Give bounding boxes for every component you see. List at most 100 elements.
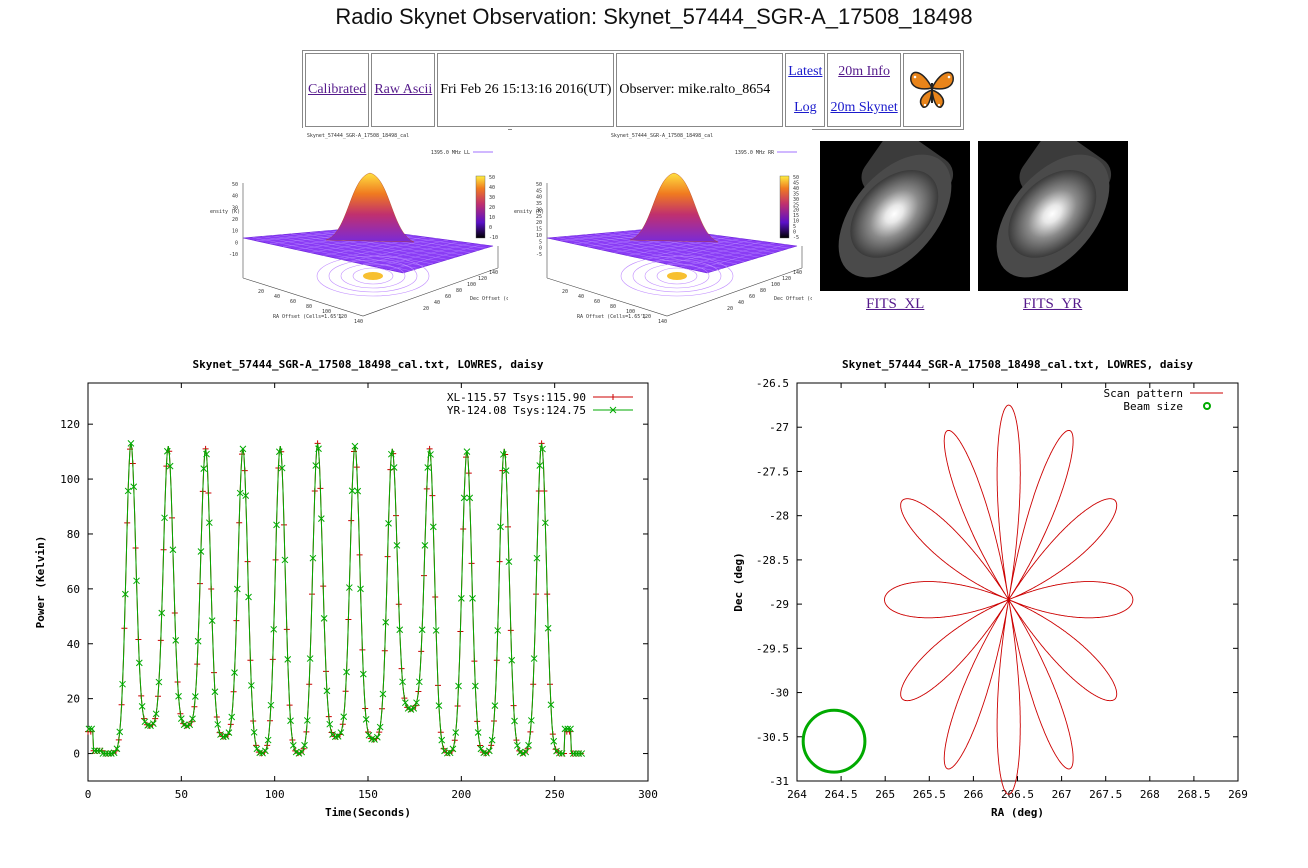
- series-marker-yr: [141, 718, 149, 726]
- series-marker-yr: [275, 448, 283, 456]
- series-marker-yr: [161, 514, 168, 522]
- series-marker-yr: [228, 713, 236, 721]
- series-marker-yr: [205, 519, 213, 527]
- chart-title: Skynet_57444_SGR-A_17508_18498_cal.txt, …: [842, 358, 1193, 371]
- observation-datetime: Fri Feb 26 15:13:16 2016(UT): [440, 82, 612, 97]
- thumb-dec-tick: 120: [478, 276, 487, 282]
- series-marker-yr: [289, 741, 297, 749]
- latest-link[interactable]: Latest: [788, 64, 823, 79]
- skynet-20m-link[interactable]: 20m Skynet: [830, 100, 898, 115]
- y-axis-label: Power (Kelvin): [34, 536, 47, 629]
- legend-label-1: Beam size: [1123, 400, 1183, 413]
- thumb-contour: [620, 255, 734, 297]
- nav-cell-observer: Observer: mike.ralto_8654: [616, 53, 784, 127]
- series-marker-yr: [460, 494, 468, 502]
- series-marker-yr: [452, 729, 460, 736]
- series-marker-yr: [527, 717, 535, 724]
- raw-ascii-link[interactable]: Raw Ascii: [374, 82, 433, 97]
- series-marker-yr: [508, 656, 516, 664]
- series-marker-yr: [351, 442, 359, 450]
- series-marker-yr: [158, 609, 166, 617]
- series-marker-yr: [357, 585, 364, 593]
- thumb-ra-tick: 60: [290, 299, 296, 305]
- series-marker-yr: [93, 747, 101, 755]
- calibrated-link[interactable]: Calibrated: [308, 82, 367, 97]
- series-marker-yr: [449, 745, 457, 753]
- series-marker-yr: [455, 682, 462, 690]
- thumb-colorbar-tick: 15: [793, 213, 799, 219]
- series-marker-yr: [572, 750, 580, 757]
- series-marker-yr: [177, 715, 185, 722]
- log-link[interactable]: Log: [794, 100, 817, 115]
- series-marker-yr: [247, 682, 255, 689]
- y-axis-label: Dec (deg): [732, 552, 745, 612]
- thumb-colorbar-tick: 20: [793, 208, 799, 214]
- fits-xl-link[interactable]: FITS_XL: [866, 296, 925, 312]
- series-marker-yr: [200, 465, 208, 472]
- fits-source: [1008, 169, 1097, 258]
- thumb-colorbar-tick: 5: [793, 224, 796, 230]
- surface-plot-rr[interactable]: Skynet_57444_SGR-A_17508_18498_cal 1395.0…: [512, 128, 812, 323]
- series-marker-yr: [415, 678, 423, 686]
- series-marker-yr: [85, 725, 93, 733]
- series-marker-yr: [284, 656, 292, 663]
- series-marker-yr: [578, 750, 586, 757]
- x-tick-label: 300: [638, 788, 658, 801]
- thumb-ra-tick: 100: [626, 309, 635, 315]
- legend-label-1: YR-124.08 Tsys:124.75: [447, 404, 586, 417]
- series-marker-yr: [413, 699, 420, 707]
- thumb-colorbar-tick: -10: [489, 235, 498, 241]
- thumb-z-tick: 20: [232, 217, 238, 223]
- thumb-colorbar-tick: 40: [489, 185, 495, 191]
- series-marker-yr: [306, 655, 314, 662]
- series-marker-yr: [155, 678, 163, 686]
- series-marker-yr: [256, 749, 264, 757]
- series-marker-yr: [149, 720, 157, 727]
- series-marker-yr: [558, 750, 566, 757]
- thumb-dec-tick: 20: [423, 306, 429, 312]
- butterfly-icon[interactable]: [907, 63, 957, 113]
- thumb-colorbar-tick: 35: [793, 191, 799, 197]
- series-marker-yr: [211, 688, 219, 696]
- fits-yr-link[interactable]: FITS_YR: [1023, 296, 1083, 312]
- series-marker-yr: [499, 451, 507, 458]
- info-20m-link[interactable]: 20m Info: [838, 64, 890, 79]
- series-marker-yr: [362, 715, 370, 723]
- x-tick-label: 100: [265, 788, 285, 801]
- thumb-ra-tick: 100: [322, 309, 331, 315]
- surface-plot-ll[interactable]: Skynet_57444_SGR-A_17508_18498_cal 1395.0…: [208, 128, 508, 323]
- nav-table: Calibrated Raw Ascii Fri Feb 26 15:13:16…: [302, 50, 964, 130]
- thumb-dec-tick: 140: [489, 270, 498, 276]
- y-tick-label: 100: [60, 473, 80, 486]
- x-tick-label: 264: [787, 788, 807, 801]
- series-marker-yr: [242, 492, 250, 499]
- series-marker-yr: [427, 451, 434, 458]
- thumb-z-tick: 5: [539, 239, 542, 245]
- x-tick-label: 265: [875, 788, 895, 801]
- series-marker-yr: [189, 715, 196, 723]
- series-marker-yr: [435, 702, 443, 709]
- y-tick-label: 40: [67, 638, 80, 651]
- x-tick-label: 267: [1052, 788, 1072, 801]
- thumb-z-tick: 30: [232, 205, 238, 211]
- thumb-surface-peak: [629, 172, 719, 243]
- thumb-colorbar-tick: 50: [489, 175, 495, 181]
- thumb-base-box: [242, 267, 499, 317]
- series-marker-yr: [376, 723, 384, 731]
- thumb-mesh-line: [680, 242, 775, 268]
- thumb-ra-tick: 60: [594, 299, 600, 305]
- thumb-dec-tick: 60: [749, 294, 755, 300]
- series-marker-yr: [477, 745, 485, 753]
- y-tick-label: -27: [769, 421, 789, 434]
- series-marker-yr: [480, 749, 488, 757]
- x-tick-label: 269: [1228, 788, 1248, 801]
- fits-xl-image[interactable]: [820, 141, 970, 291]
- fits-yr-image[interactable]: [978, 141, 1128, 291]
- series-marker-yr: [287, 717, 294, 725]
- series-marker-yr: [525, 741, 532, 749]
- nav-cell-calibrated: Calibrated: [305, 53, 370, 127]
- series-marker-yr: [396, 626, 404, 634]
- y-tick-label: -31: [769, 775, 789, 788]
- thumb-z-tick: 25: [536, 214, 542, 220]
- series-marker-yr: [152, 710, 160, 718]
